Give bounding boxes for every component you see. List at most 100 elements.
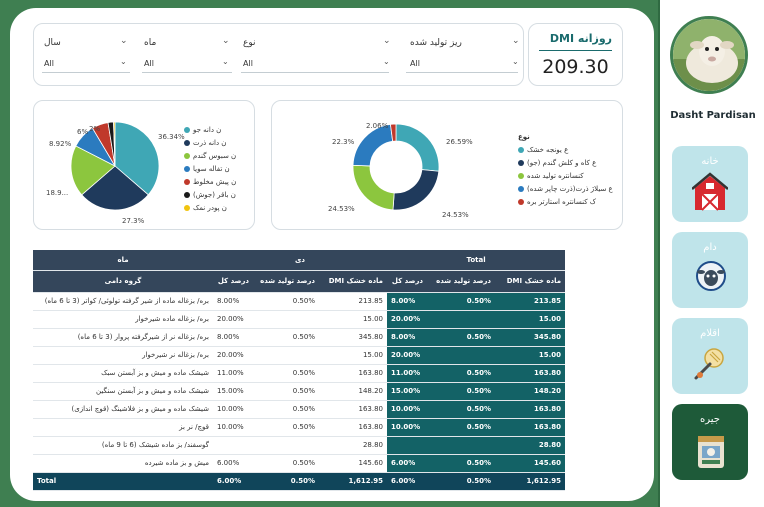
nav-label: خانه bbox=[701, 156, 719, 167]
col-header: درصد تولید شده bbox=[253, 270, 319, 293]
pie-chart bbox=[70, 121, 160, 211]
total-cell: 6.00% bbox=[387, 472, 428, 491]
feed-bag-icon bbox=[698, 436, 724, 468]
col-header: DMI ماده خشک bbox=[495, 270, 566, 293]
donut-label: 24.53% bbox=[328, 205, 355, 213]
total-label: Total bbox=[33, 472, 213, 491]
row-cell: 8.00% bbox=[213, 292, 253, 311]
row-cell: 10.00% bbox=[213, 400, 253, 419]
pie-slice[interactable] bbox=[352, 164, 395, 211]
kpi-title: DMI روزانه bbox=[549, 32, 612, 45]
matrix-table: ماه دی Total گروه دامی درصد کل درصد تولی… bbox=[33, 250, 609, 494]
row-cell: 15.00 bbox=[319, 310, 388, 329]
table-row[interactable]: گوسفند/ بز ماده شیشک (6 تا 9 ماه) 28.80 28… bbox=[33, 436, 566, 455]
row-cell: 0.50% bbox=[253, 328, 319, 347]
row-cell: 0.50% bbox=[253, 382, 319, 401]
kpi-value: 209.30 bbox=[542, 56, 609, 78]
pie-label: 18.9... bbox=[46, 189, 69, 197]
sheep-icon bbox=[696, 261, 726, 291]
chevron-down-icon: ⌄ bbox=[222, 57, 229, 66]
row-cell: 10.00% bbox=[213, 418, 253, 437]
row-cell: 20.00% bbox=[213, 310, 253, 329]
row-group-name: بره/ بزغاله نر شیرخوار bbox=[33, 346, 213, 365]
row-cell: 345.80 bbox=[319, 328, 388, 347]
table-row[interactable]: شیشک ماده و میش و بز آبستن سبک 11.00% 0.50… bbox=[33, 364, 566, 383]
row-cell: 163.80 bbox=[319, 364, 388, 383]
row-total-cell bbox=[387, 436, 428, 455]
grain-icon bbox=[694, 348, 724, 380]
table-row[interactable]: قوچ/ نر بز 10.00% 0.50% 163.80 10.00% 0.50% 16… bbox=[33, 418, 566, 437]
chevron-down-icon: ⌄ bbox=[120, 57, 127, 66]
pie-slice[interactable] bbox=[392, 169, 440, 211]
nav-label: جیره bbox=[700, 414, 720, 425]
row-cell: 6.00% bbox=[213, 454, 253, 473]
header-group: گروه دامی bbox=[33, 270, 213, 293]
table-row[interactable]: شیشک ماده و میش و بز فلاشینگ (قوچ اندازی… bbox=[33, 400, 566, 419]
nav-ration[interactable]: جیره bbox=[672, 404, 748, 480]
row-total-cell: 8.00% bbox=[387, 292, 428, 311]
table-row[interactable]: میش و بز ماده شیرده 6.00% 0.50% 145.60 6.00%… bbox=[33, 454, 566, 473]
row-total-cell: 148.20 bbox=[495, 382, 566, 401]
table-row[interactable]: بره/ بزغاله ماده از شیر گرفته تولوئی/ کو… bbox=[33, 292, 566, 311]
row-total-cell: 145.60 bbox=[495, 454, 566, 473]
chevron-down-icon: ⌄ bbox=[512, 57, 519, 66]
chevron-down-icon: ⌄ bbox=[383, 36, 391, 46]
sidebar: Dasht Pardisan خانه دام اقلام bbox=[658, 0, 764, 507]
row-total-cell: 15.00 bbox=[495, 310, 566, 329]
pie-slice[interactable] bbox=[81, 165, 149, 211]
row-cell: 163.80 bbox=[319, 418, 388, 437]
row-cell: 0.50% bbox=[253, 292, 319, 311]
donut-label: 24.53% bbox=[442, 211, 469, 219]
legend-item: ن دانه ذرت bbox=[184, 139, 254, 152]
pie-slice[interactable] bbox=[70, 145, 116, 196]
pie-label: 27.3% bbox=[122, 217, 145, 225]
legend-item: ن باقر (جوش) bbox=[184, 191, 254, 204]
chevron-down-icon: ⌄ bbox=[383, 57, 390, 66]
pie-slice[interactable] bbox=[352, 123, 394, 167]
table-row[interactable]: بره/ بزغاله نر شیرخوار 20.00% 15.00 20.00% 1… bbox=[33, 346, 566, 365]
row-group-name: گوسفند/ بز ماده شیشک (6 تا 9 ماه) bbox=[33, 436, 213, 455]
legend-item: ک کنسانتره استارتر بره bbox=[518, 198, 620, 211]
legend-item: کنسانتره تولید شده bbox=[518, 172, 620, 185]
col-header: درصد کل bbox=[387, 270, 428, 293]
legend-item: ع سیلاژ ذرت(ذرت چاپر شده) bbox=[518, 185, 620, 198]
nav-livestock[interactable]: دام bbox=[672, 232, 748, 308]
nav-label: اقلام bbox=[700, 328, 720, 339]
row-total-cell: 0.50% bbox=[427, 382, 496, 401]
row-cell bbox=[253, 310, 319, 329]
row-total-cell: 0.50% bbox=[427, 400, 496, 419]
pie-slice[interactable] bbox=[113, 121, 116, 167]
nav-items[interactable]: اقلام bbox=[672, 318, 748, 394]
nav-home[interactable]: خانه bbox=[672, 146, 748, 222]
legend-item: ع یونجه خشک bbox=[518, 146, 620, 159]
legend-title: نوع bbox=[518, 133, 530, 141]
row-cell: 8.00% bbox=[213, 328, 253, 347]
row-total-cell bbox=[427, 310, 496, 329]
legend-item: ن پودر نمک bbox=[184, 204, 254, 217]
pie-slice[interactable] bbox=[114, 121, 160, 196]
row-group-name: بره/ بزغاله ماده شیرخوار bbox=[33, 310, 213, 329]
table-row[interactable]: بره/ بزغاله نر از شیرگرفته پروار (3 تا 6… bbox=[33, 328, 566, 347]
row-total-cell: 15.00% bbox=[387, 382, 428, 401]
row-cell: 28.80 bbox=[319, 436, 388, 455]
table-row[interactable]: بره/ بزغاله ماده شیرخوار 20.00% 15.00 20.00… bbox=[33, 310, 566, 329]
header-total: Total bbox=[387, 250, 566, 271]
row-total-cell: 163.80 bbox=[495, 418, 566, 437]
row-total-cell: 10.00% bbox=[387, 418, 428, 437]
kpi-card: DMI روزانه 209.30 bbox=[528, 23, 623, 86]
row-total-cell: 15.00 bbox=[495, 346, 566, 365]
total-cell: 6.00% bbox=[213, 472, 253, 491]
row-total-cell: 0.50% bbox=[427, 292, 496, 311]
row-cell bbox=[213, 436, 253, 455]
pie-slice[interactable] bbox=[395, 123, 440, 172]
row-total-cell: 213.85 bbox=[495, 292, 566, 311]
row-total-cell: 20.00% bbox=[387, 310, 428, 329]
row-cell: 213.85 bbox=[319, 292, 388, 311]
table-row[interactable]: شیشک ماده و میش و بز آبستن سنگین 15.00% 0.… bbox=[33, 382, 566, 401]
pie-slice[interactable] bbox=[390, 123, 397, 142]
row-total-cell bbox=[427, 346, 496, 365]
brand-name: Dasht Pardisan bbox=[670, 110, 756, 121]
row-total-cell bbox=[427, 436, 496, 455]
chevron-down-icon: ⌄ bbox=[222, 36, 230, 46]
legend-item: ن دانه جو bbox=[184, 126, 254, 139]
